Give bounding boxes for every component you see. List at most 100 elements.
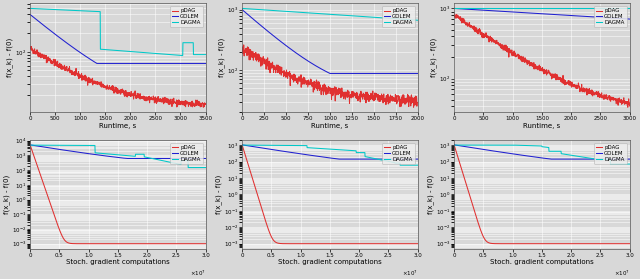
DAGMA	[626, 7, 634, 10]
pDAG	[345, 90, 353, 93]
pDAG	[350, 93, 358, 97]
DAGMA	[413, 18, 421, 22]
GOLEM	[626, 157, 634, 161]
pDAG	[133, 95, 141, 98]
GOLEM	[350, 72, 358, 75]
GOLEM	[461, 7, 468, 11]
Line: DAGMA: DAGMA	[30, 145, 205, 168]
DAGMA	[389, 17, 397, 20]
Line: DAGMA: DAGMA	[454, 145, 630, 164]
Text: $\times10^7$: $\times10^7$	[402, 268, 417, 278]
pDAG	[240, 43, 248, 47]
DAGMA	[345, 14, 353, 17]
Line: pDAG: pDAG	[30, 145, 205, 244]
DAGMA	[451, 143, 458, 147]
GOLEM	[562, 13, 570, 17]
GOLEM	[238, 143, 246, 146]
Line: GOLEM: GOLEM	[30, 15, 205, 63]
Line: GOLEM: GOLEM	[242, 10, 417, 73]
GOLEM	[37, 21, 45, 25]
pDAG	[602, 95, 609, 98]
DAGMA	[184, 166, 192, 169]
GOLEM	[133, 62, 141, 65]
GOLEM	[37, 145, 45, 148]
X-axis label: Runtime, s: Runtime, s	[311, 123, 348, 129]
Line: GOLEM: GOLEM	[242, 145, 417, 159]
DAGMA	[345, 149, 353, 152]
DAGMA	[583, 7, 591, 10]
pDAG	[557, 242, 564, 246]
DAGMA	[461, 7, 468, 10]
pDAG	[202, 103, 209, 106]
pDAG	[37, 53, 45, 56]
DAGMA	[557, 7, 564, 10]
DAGMA	[159, 52, 167, 56]
pDAG	[461, 179, 468, 182]
DAGMA	[413, 163, 421, 167]
pDAG	[26, 46, 34, 49]
Line: DAGMA: DAGMA	[30, 8, 205, 56]
Legend: pDAG, GOLEM, DAGMA: pDAG, GOLEM, DAGMA	[381, 143, 415, 164]
pDAG	[349, 242, 357, 246]
DAGMA	[350, 149, 358, 152]
DAGMA	[128, 50, 136, 53]
GOLEM	[159, 62, 167, 65]
pDAG	[350, 242, 358, 246]
DAGMA	[177, 54, 185, 57]
pDAG	[372, 242, 380, 246]
GOLEM	[552, 13, 560, 16]
Y-axis label: f(x_k) - f(0): f(x_k) - f(0)	[428, 175, 434, 214]
Legend: pDAG, GOLEM, DAGMA: pDAG, GOLEM, DAGMA	[170, 143, 203, 164]
DAGMA	[177, 159, 185, 162]
DAGMA	[179, 54, 186, 57]
Line: pDAG: pDAG	[454, 145, 630, 244]
GOLEM	[345, 157, 353, 161]
GOLEM	[26, 143, 34, 146]
pDAG	[250, 55, 257, 58]
pDAG	[561, 242, 569, 246]
pDAG	[584, 242, 591, 246]
GOLEM	[249, 145, 257, 148]
pDAG	[563, 242, 570, 246]
X-axis label: Runtime, s: Runtime, s	[524, 123, 561, 129]
GOLEM	[249, 17, 257, 21]
pDAG	[132, 242, 140, 246]
DAGMA	[37, 143, 45, 147]
DAGMA	[607, 162, 614, 166]
Y-axis label: f(x_k) - f(0): f(x_k) - f(0)	[216, 175, 222, 214]
DAGMA	[552, 150, 560, 153]
pDAG	[557, 76, 564, 79]
GOLEM	[602, 157, 609, 161]
pDAG	[138, 95, 146, 98]
Y-axis label: f(x_k) - f(0): f(x_k) - f(0)	[3, 175, 10, 214]
Legend: pDAG, GOLEM, DAGMA: pDAG, GOLEM, DAGMA	[593, 6, 627, 27]
pDAG	[340, 92, 348, 95]
Y-axis label: f(x_k) - f(0): f(x_k) - f(0)	[219, 38, 225, 78]
Line: DAGMA: DAGMA	[242, 8, 417, 20]
GOLEM	[563, 157, 570, 161]
DAGMA	[249, 8, 257, 11]
DAGMA	[371, 157, 379, 160]
GOLEM	[372, 157, 380, 161]
Line: GOLEM: GOLEM	[454, 145, 630, 159]
pDAG	[626, 104, 634, 108]
GOLEM	[461, 145, 468, 148]
DAGMA	[138, 51, 146, 54]
GOLEM	[552, 157, 560, 161]
GOLEM	[584, 157, 591, 161]
pDAG	[413, 242, 421, 246]
DAGMA	[602, 158, 609, 161]
GOLEM	[372, 72, 380, 75]
DAGMA	[249, 143, 257, 147]
pDAG	[340, 242, 348, 246]
Line: pDAG: pDAG	[30, 47, 205, 107]
GOLEM	[583, 15, 591, 18]
pDAG	[552, 242, 560, 246]
DAGMA	[562, 7, 570, 10]
pDAG	[128, 242, 136, 246]
GOLEM	[602, 16, 609, 19]
pDAG	[345, 242, 353, 246]
Legend: pDAG, GOLEM, DAGMA: pDAG, GOLEM, DAGMA	[381, 6, 415, 27]
GOLEM	[340, 157, 348, 161]
GOLEM	[335, 157, 342, 161]
